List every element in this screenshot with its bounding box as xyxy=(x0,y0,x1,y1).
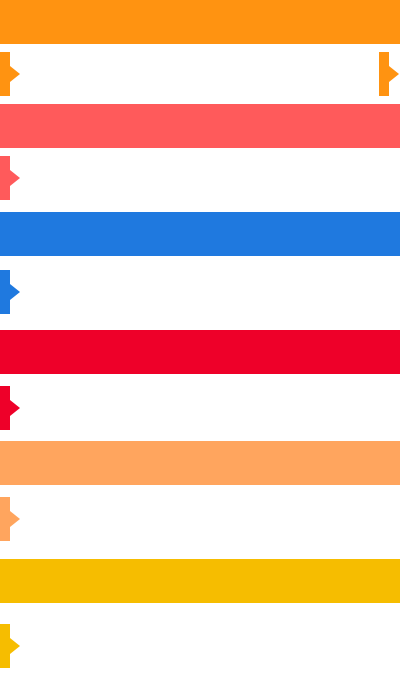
coral-marker-icon xyxy=(0,156,20,200)
coral-banner-bar xyxy=(0,104,400,148)
red-banner-bar xyxy=(0,330,400,374)
peach-banner-bar xyxy=(0,441,400,485)
peach-marker-icon xyxy=(0,497,20,541)
blue-marker-icon xyxy=(0,270,20,314)
blue-banner-bar xyxy=(0,212,400,256)
yellow-banner-bar xyxy=(0,559,400,603)
yellow-marker-icon xyxy=(0,624,20,668)
orange-left-marker-icon xyxy=(0,52,20,96)
orange-right-marker-icon xyxy=(379,52,399,96)
red-marker-icon xyxy=(0,386,20,430)
orange-banner-bar xyxy=(0,0,400,44)
